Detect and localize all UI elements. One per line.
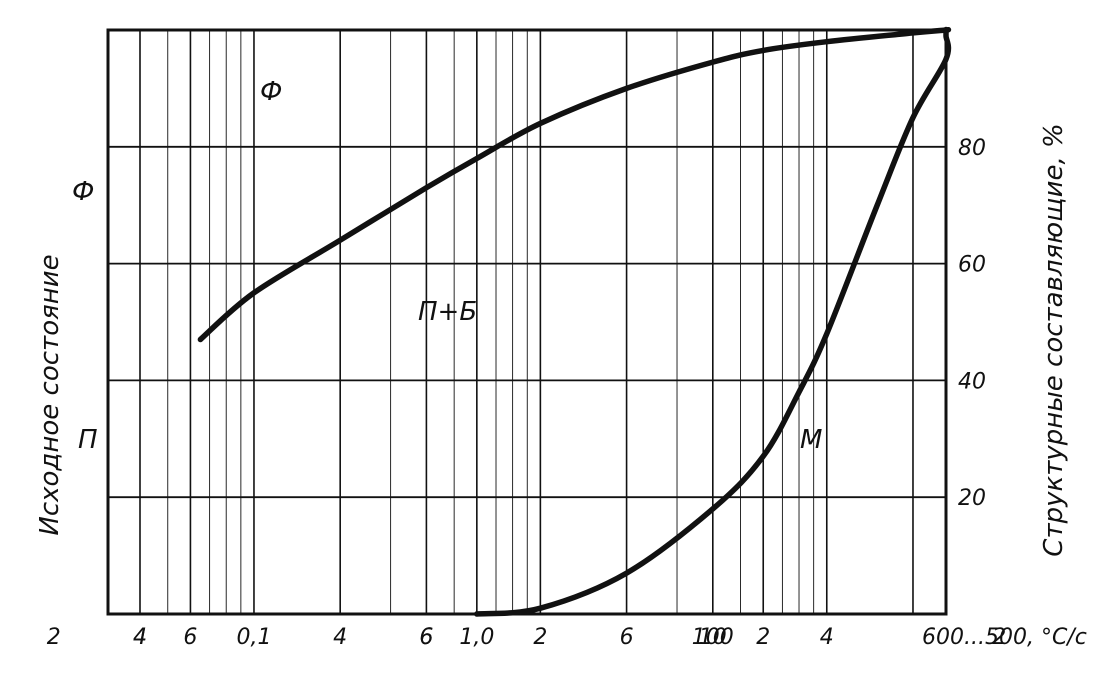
right-axis-title: Структурные составляющие, % [1039,123,1069,556]
series-line-1 [197,27,952,343]
x-tick-label: 6 [419,625,433,650]
x-tick-label: 2 [756,625,770,650]
region-label-pearlite-bainite: П+Б [418,297,477,327]
y-tick-labels: 20 40 60 80 [958,136,986,511]
plot-frame [106,28,948,616]
x-tick-label: 2 [992,625,1006,650]
x-tick-label: 4 [333,625,347,650]
vertical-gridlines [139,30,914,614]
x-tick-label: 4 [820,625,834,650]
initial-state-pearlite: П [78,425,98,455]
y-tick-label: 20 [958,486,986,511]
x-unit-label: 600...500, °C/c [922,625,1087,650]
x-tick-label: 6 [620,625,634,650]
x-tick-label: 10 [699,625,727,650]
x-tick-label: 100 [692,625,734,650]
initial-state-ferrite: Ф [72,177,94,207]
x-tick-label: 2 [47,625,61,650]
x-tick-label: 6 [419,625,433,650]
horizontal-gridlines [108,145,946,499]
left-axis-title: Исходное состояние [35,254,65,535]
x-tick-label: 0,1 [236,625,271,650]
curves [197,26,952,617]
x-tick-label: 4 [133,625,147,650]
series-line-2 [474,26,952,617]
region-label-martensite: М [800,425,822,455]
y-tick-label: 80 [958,136,986,161]
x-tick-label: 4 [133,625,147,650]
region-label-ferrite: Ф [260,77,282,107]
x-tick-label: 1,0 [459,625,494,650]
y-tick-label: 60 [958,253,986,278]
y-tick-label: 40 [958,369,986,394]
x-tick-label: 2 [533,625,547,650]
x-tick-label: 6 [183,625,197,650]
